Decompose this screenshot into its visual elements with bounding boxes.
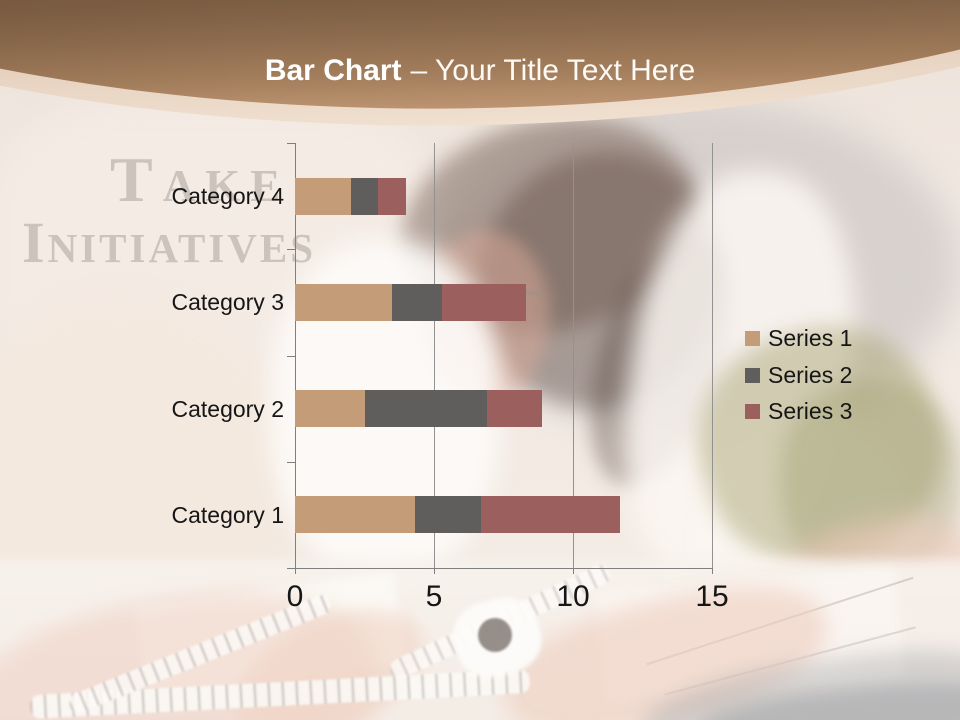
bar-segment-series-3-category-1 (481, 496, 621, 534)
bar-segment-series-2-category-1 (414, 496, 482, 534)
legend-swatch-series-2 (745, 367, 760, 383)
bar-segment-series-3-category-3 (442, 283, 526, 321)
x-axis-label-5: 5 (425, 580, 443, 613)
category-label-category-2: Category 2 (171, 395, 284, 422)
gridline-x-5 (434, 143, 435, 568)
legend-label-series-1: Series 1 (768, 325, 853, 351)
x-axis-label-15: 15 (695, 580, 729, 613)
category-label-category-4: Category 4 (171, 183, 284, 210)
y-axis-line (295, 143, 296, 569)
x-axis-line (295, 568, 712, 569)
bar-segment-series-3-category-2 (486, 390, 543, 428)
x-axis-tick-10 (573, 568, 574, 574)
gridline-x-15 (712, 143, 713, 568)
y-axis-tick-2 (287, 355, 295, 357)
bar-segment-series-3-category-4 (378, 177, 407, 215)
bar-segment-series-1-category-2 (295, 390, 365, 428)
bar-segment-series-2-category-2 (364, 390, 487, 428)
bar-segment-series-2-category-3 (392, 283, 443, 321)
x-axis-tick-5 (434, 568, 435, 574)
y-axis-tick-3 (287, 461, 295, 463)
slide-title: Bar Chart – Your Title Text Here (0, 54, 960, 88)
legend-label-series-2: Series 2 (768, 361, 853, 388)
legend-item-series-2: Series 2 (745, 357, 905, 393)
legend: Series 1 Series 2 Series 3 (745, 320, 905, 432)
slide-title-rest: – Your Title Text Here (410, 54, 696, 87)
bar-segment-series-1-category-4 (295, 177, 351, 215)
bar-segment-series-1-category-1 (295, 496, 415, 534)
slide-title-bold: Bar Chart (264, 54, 402, 87)
bar-segment-series-1-category-3 (295, 283, 393, 321)
x-axis-label-10: 10 (556, 580, 590, 613)
x-axis-tick-0 (295, 568, 296, 574)
watermark-line2: Initiatives (22, 210, 317, 275)
y-axis-tick-1 (287, 249, 295, 251)
gridline-x-10 (573, 143, 574, 568)
legend-swatch-series-1 (745, 331, 760, 346)
legend-item-series-3: Series 3 (745, 393, 905, 429)
watermark-line1: Take (110, 144, 291, 215)
bar-segment-series-2-category-4 (350, 177, 379, 215)
photo-watch-face (478, 618, 512, 652)
category-label-category-3: Category 3 (171, 289, 284, 316)
category-label-category-1: Category 1 (171, 501, 284, 528)
y-axis-tick-0 (287, 143, 295, 144)
watermark: Take Initiatives (22, 148, 316, 272)
x-axis-tick-15 (712, 568, 713, 574)
y-axis-tick-4 (287, 568, 295, 569)
x-axis-label-0: 0 (286, 580, 304, 613)
legend-item-series-1: Series 1 (745, 320, 905, 356)
legend-swatch-series-3 (745, 404, 760, 419)
legend-label-series-3: Series 3 (768, 398, 853, 424)
